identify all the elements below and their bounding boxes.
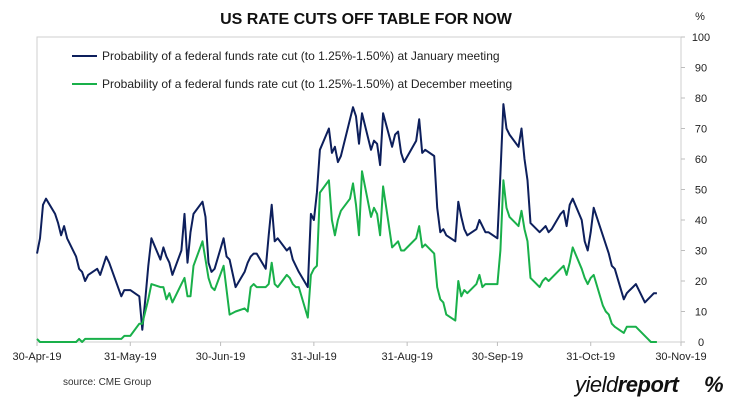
y-tick-label: 30 (695, 246, 707, 258)
y-tick-label: 70 (695, 124, 707, 136)
x-tick-label: 30-Sep-19 (472, 351, 523, 363)
x-tick-label: 30-Apr-19 (13, 351, 62, 363)
y-axis: 0 10 20 30 40 50 60 70 80 90 100 (681, 32, 710, 349)
logo-text-yield: yield (573, 372, 619, 397)
y-tick-label: 0 (698, 337, 704, 349)
legend-label-december: Probability of a federal funds rate cut … (102, 77, 512, 91)
y-tick-label: 100 (692, 32, 710, 44)
legend: Probability of a federal funds rate cut … (72, 49, 512, 91)
series-lines (36, 103, 657, 343)
y-tick-label: 80 (695, 93, 707, 105)
source-note: source: CME Group (63, 377, 152, 388)
series-line-january (36, 103, 657, 331)
y-tick-label: 60 (695, 154, 707, 166)
x-tick-label: 31-Aug-19 (381, 351, 432, 363)
y-tick-label: 10 (695, 307, 707, 319)
yieldreport-logo: yieldreport % (573, 372, 724, 397)
y-tick-label: 20 (695, 276, 707, 288)
chart-title: US RATE CUTS OFF TABLE FOR NOW (220, 11, 513, 28)
x-tick-label: 30-Nov-19 (655, 351, 706, 363)
svg-text:yieldreport: yieldreport (573, 372, 680, 397)
y-axis-unit: % (695, 11, 705, 23)
x-axis: 30-Apr-19 31-May-19 30-Jun-19 31-Jul-19 31-A… (13, 342, 707, 363)
y-tick-label: 90 (695, 63, 707, 75)
logo-text-report: report (618, 372, 681, 397)
percent-icon: % (704, 372, 723, 397)
x-tick-label: 31-Oct-19 (566, 351, 615, 363)
series-line-december (36, 170, 657, 343)
x-tick-label: 31-Jul-19 (291, 351, 337, 363)
y-tick-label: 40 (695, 215, 707, 227)
x-tick-label: 30-Jun-19 (196, 351, 246, 363)
x-tick-label: 31-May-19 (104, 351, 157, 363)
legend-label-january: Probability of a federal funds rate cut … (102, 49, 500, 63)
y-tick-label: 50 (695, 185, 707, 197)
